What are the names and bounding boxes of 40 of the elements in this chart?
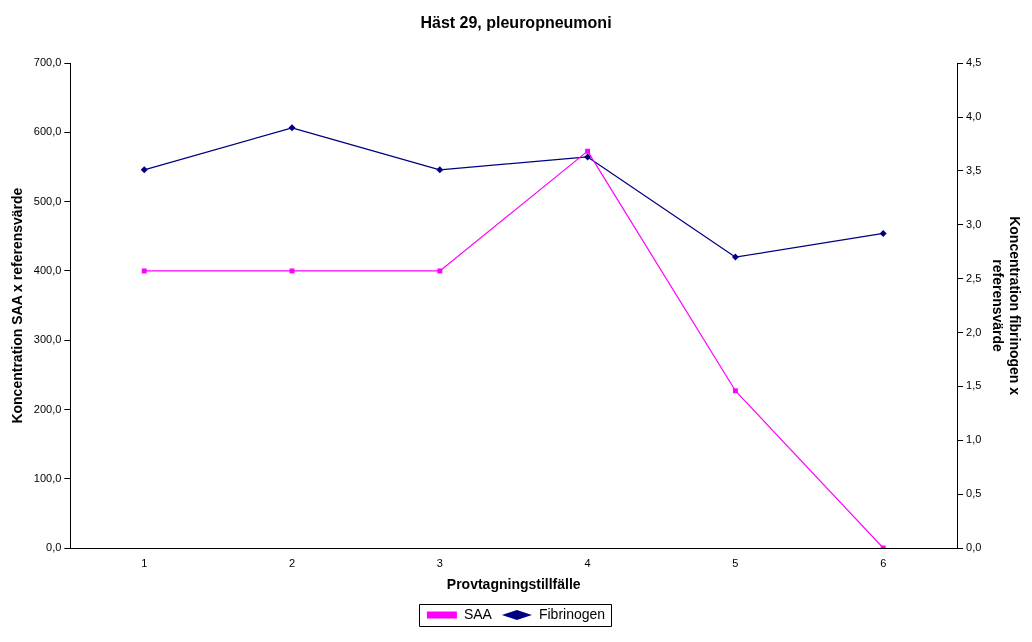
y2-tick-label: 0,5 — [966, 487, 982, 500]
y-tick-label: 500,0 — [33, 194, 62, 207]
x-tick-label: 3 — [436, 556, 443, 569]
point — [141, 268, 147, 274]
y-tick-label: 300,0 — [33, 333, 62, 346]
point — [436, 166, 444, 174]
y-tick-label: 700,0 — [33, 56, 62, 69]
y-tick-label: 400,0 — [33, 264, 62, 276]
y2-tick-label: 4,0 — [966, 110, 982, 123]
point — [879, 229, 887, 237]
x-tick-label: 2 — [288, 556, 296, 569]
y2-tick-label: 3,5 — [966, 163, 982, 176]
point — [140, 166, 148, 174]
y-tick-label: 0,0 — [46, 541, 62, 554]
x-tick-label: 4 — [584, 556, 591, 569]
y-tick-label: 100,0 — [33, 471, 62, 484]
point — [288, 124, 296, 132]
y2-tick-label: 1,5 — [966, 379, 982, 392]
y2-tick-label: 2,5 — [966, 271, 982, 284]
y2-tick-label: 0,0 — [966, 541, 982, 554]
y2-tick-label: 1,0 — [966, 433, 982, 446]
x-tick-label: 5 — [732, 556, 739, 569]
y2-axis-title: Koncentration fibrinogen x referensvärde — [989, 216, 1023, 396]
y2-tick-label: 4,5 — [966, 56, 982, 69]
legend-label: Fibrinogen — [538, 605, 606, 622]
y2-tick-label: 2,0 — [966, 325, 982, 338]
y-tick-label: 200,0 — [33, 402, 62, 415]
x-tick-label: 6 — [880, 556, 887, 569]
point — [585, 148, 591, 154]
x-axis-title: Provtagningstillfälle — [446, 576, 581, 593]
y-tick-label: 600,0 — [33, 125, 62, 138]
y2-tick-label: 3,0 — [966, 217, 982, 230]
point — [437, 268, 443, 274]
point — [731, 253, 739, 261]
y-axis-title: Koncentration SAA x referensvärde — [9, 187, 26, 424]
legend-label: SAA — [463, 605, 493, 622]
chart-title: Häst 29, pleuropneumoni — [420, 14, 612, 32]
x-tick-label: 1 — [141, 556, 148, 569]
point — [732, 388, 738, 394]
point — [584, 153, 592, 161]
